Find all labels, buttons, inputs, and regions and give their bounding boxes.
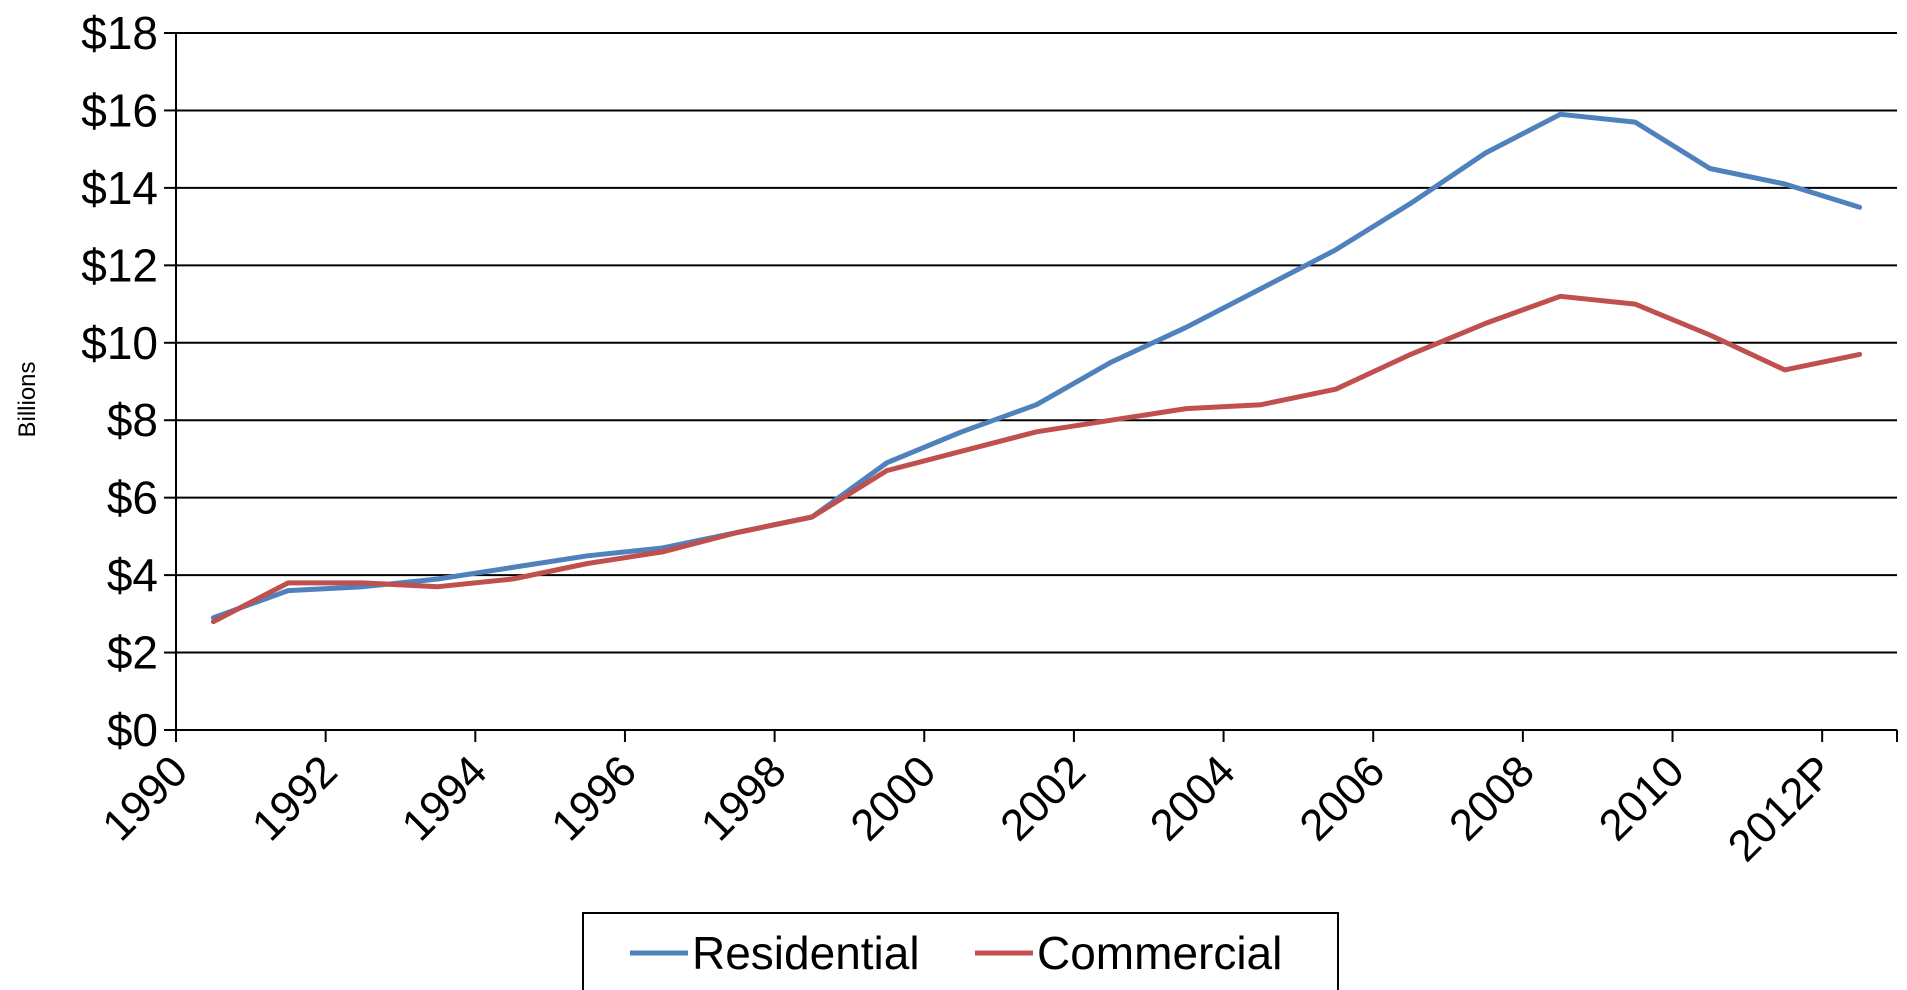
x-tick-label: 2002 xyxy=(991,746,1095,850)
x-tick-label: 1994 xyxy=(393,746,497,850)
x-tick-label: 2004 xyxy=(1141,746,1245,850)
series-line-residential xyxy=(210,111,1863,621)
series-lines xyxy=(210,111,1863,625)
x-tick-label: 2006 xyxy=(1290,746,1394,850)
x-tick-label: 1996 xyxy=(542,746,646,850)
legend: Residential Commercial xyxy=(582,912,1339,990)
y-tick-label: $8 xyxy=(107,394,158,446)
x-tick-label: 1998 xyxy=(692,746,796,850)
y-axis-label: Billions xyxy=(14,361,41,437)
x-tick-label: 1992 xyxy=(243,746,347,850)
y-tick-label: $16 xyxy=(81,84,158,136)
series-line-commercial xyxy=(210,293,1863,625)
y-tick-label: $14 xyxy=(81,162,158,214)
x-axis: 1990 1992 1994 1996 1998 2000 2002 2004 2006 2008… xyxy=(93,729,1898,871)
y-tick-label: $2 xyxy=(107,627,158,679)
x-tick-label: 1990 xyxy=(93,746,197,850)
y-tick-label: $12 xyxy=(81,239,158,291)
legend-label-residential: Residential xyxy=(692,927,920,979)
y-axis: $0 $2 $4 $6 $8 $10 $12 $14 $16 $18 xyxy=(81,7,177,756)
y-tick-label: $6 xyxy=(107,472,158,524)
x-tick-label: 2012P xyxy=(1719,746,1844,871)
x-tick-label: 2010 xyxy=(1590,746,1694,850)
x-tick-label: 2008 xyxy=(1440,746,1544,850)
x-tick-label: 2000 xyxy=(841,746,945,850)
y-tick-label: $4 xyxy=(107,549,158,601)
y-tick-label: $0 xyxy=(107,704,158,756)
legend-box xyxy=(582,912,1339,990)
legend-label-commercial: Commercial xyxy=(1037,927,1282,979)
y-tick-label: $18 xyxy=(81,7,158,59)
gridlines xyxy=(176,32,1897,731)
y-tick-label: $10 xyxy=(81,317,158,369)
